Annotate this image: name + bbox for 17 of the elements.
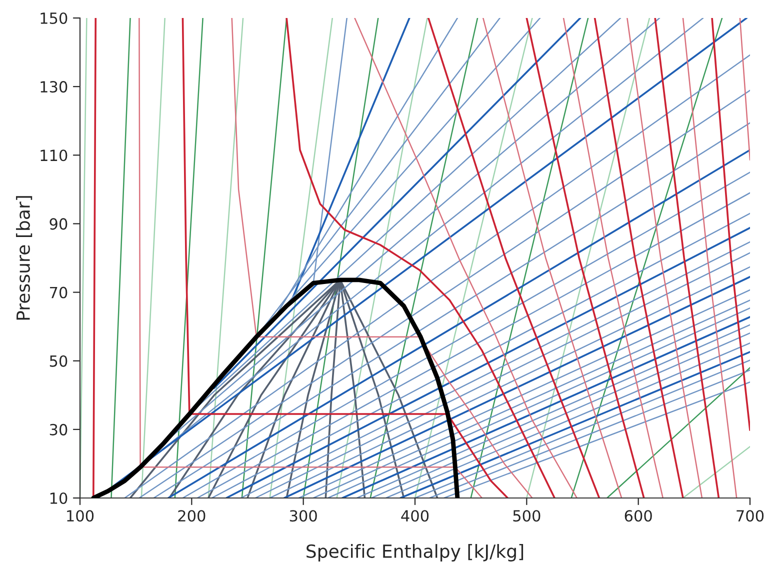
y-tick-label: 30 xyxy=(50,424,68,436)
y-tick-label: 150 xyxy=(40,12,68,24)
y-tick-label: 70 xyxy=(50,286,68,298)
x-tick-label: 400 xyxy=(401,510,429,522)
x-tick-label: 300 xyxy=(290,510,317,522)
x-tick-label: 100 xyxy=(67,510,94,522)
y-tick-label: 130 xyxy=(40,81,68,93)
x-tick-label: 500 xyxy=(513,510,540,522)
x-axis-title: Specific Enthalpy [kJ/kg] xyxy=(306,544,524,562)
x-tick-label: 200 xyxy=(178,510,206,522)
y-tick-label: 110 xyxy=(40,150,68,162)
y-tick-label: 90 xyxy=(50,218,68,230)
y-tick-label: 10 xyxy=(50,492,68,504)
y-axis-title: Pressure [bar] xyxy=(16,196,32,320)
y-tick-label: 50 xyxy=(50,355,68,367)
x-tick-label: 700 xyxy=(736,510,764,522)
x-tick-label: 600 xyxy=(624,510,652,522)
